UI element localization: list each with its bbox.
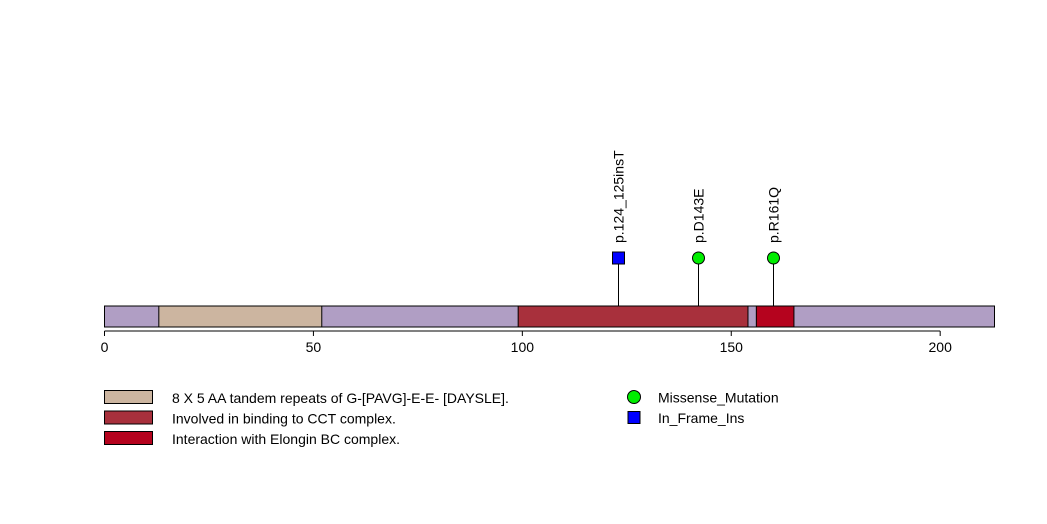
- legend-type-label-2: In_Frame_Ins: [658, 410, 744, 426]
- x-tick-label-4: 150: [720, 339, 744, 355]
- mutation-label-1: p.124_125insT: [611, 150, 627, 243]
- legend-domain-swatch-1: [104, 390, 153, 404]
- mutation-marker-2: [692, 251, 705, 265]
- mutation-marker-3: [767, 251, 780, 265]
- legend: 8 X 5 AA tandem repeats of G-[PAVG]-E-E-…: [104, 390, 779, 447]
- mutation-label-3: p.R161Q: [766, 187, 782, 243]
- mutations-layer: p.124_125insT p.D143E p.R161Q: [611, 150, 782, 327]
- legend-domain-swatch-2: [104, 410, 153, 425]
- x-tick-label-1: 0: [101, 339, 109, 355]
- legend-type-marker-2: [627, 411, 641, 424]
- protein-layer: [104, 305, 995, 328]
- legend-domain-swatch-3: [104, 431, 153, 445]
- legend-domain-label-2: Involved in binding to CCT complex.: [172, 411, 396, 427]
- legend-type-marker-1: [627, 390, 641, 404]
- protein-domain-3: [755, 305, 795, 328]
- legend-type-label-1: Missense_Mutation: [658, 390, 779, 406]
- mutation-label-2: p.D143E: [691, 189, 707, 243]
- protein-domain-2: [517, 305, 749, 328]
- legend-domain-label-1: 8 X 5 AA tandem repeats of G-[PAVG]-E-E-…: [172, 390, 509, 406]
- x-tick-label-5: 200: [929, 339, 953, 355]
- protein-domain-1: [158, 305, 323, 328]
- mutation-marker-1: [612, 251, 625, 265]
- x-tick-label-2: 50: [306, 339, 322, 355]
- x-tick-label-3: 100: [511, 339, 535, 355]
- x-axis: 0 50 100 150 200: [101, 330, 953, 355]
- legend-domain-label-3: Interaction with Elongin BC complex.: [172, 431, 400, 447]
